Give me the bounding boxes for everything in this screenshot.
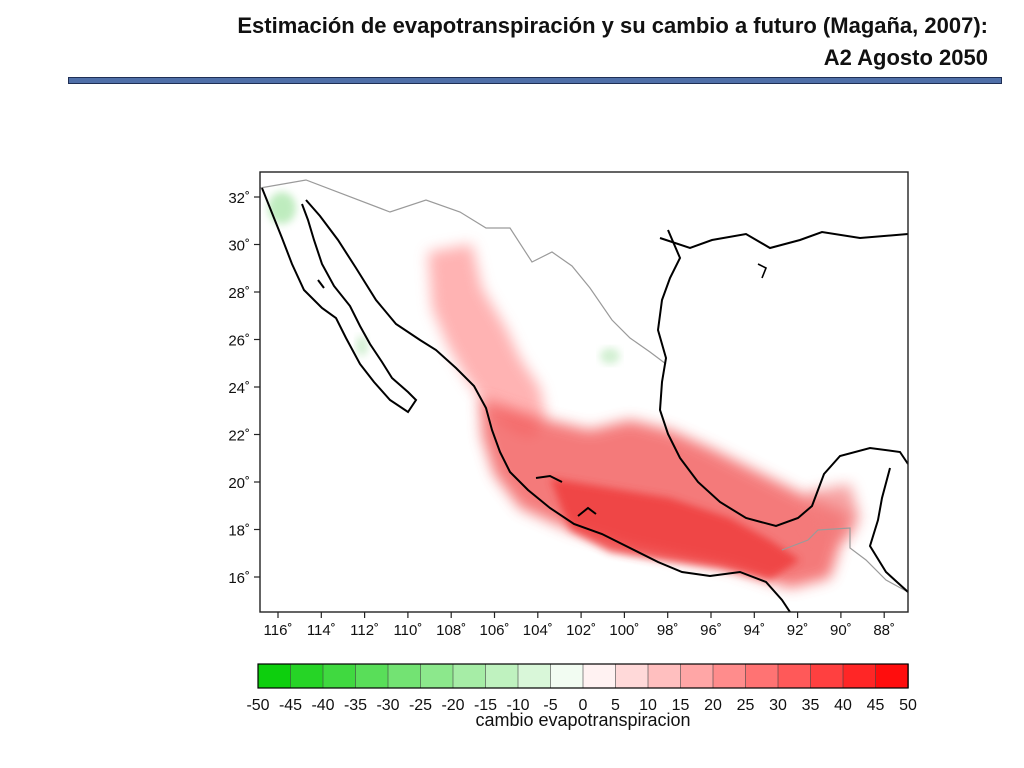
lon-tick-label: 108˚	[436, 622, 466, 639]
colorbar-tick-label: 50	[899, 697, 917, 714]
colorbar-tick-label: 5	[611, 697, 620, 714]
lat-tick-label: 16˚	[228, 570, 250, 587]
change-patch-green-baja	[356, 336, 368, 356]
colorbar-cell	[712, 663, 747, 689]
colorbar-tick-label: 35	[802, 697, 820, 714]
title-line-2: A2 Agosto 2050	[823, 45, 988, 70]
colorbar-cell	[550, 663, 584, 689]
lake-patzcuaro	[577, 506, 597, 517]
lake-chapala	[535, 474, 563, 483]
lon-tick-label: 88˚	[873, 622, 895, 639]
coast-texas-bay	[757, 263, 768, 279]
colorbar: -50 -45 -40 -35 -30 -25 -20 -15 -10 -5 0 5 10 15 20 25 3…	[246, 663, 917, 730]
lon-tick-label: 104˚	[523, 622, 553, 639]
colorbar-tick-label: 40	[834, 697, 852, 714]
colorbar-cell	[875, 663, 909, 689]
pacific-coast	[305, 199, 791, 612]
lon-tick-label: 92˚	[787, 622, 809, 639]
change-patch-south	[550, 478, 800, 580]
lat-tick-label: 24˚	[228, 380, 250, 397]
colorbar-cell	[517, 663, 552, 689]
colorbar-tick-label: 30	[769, 697, 787, 714]
slide-title: Estimación de evapotranspiración y su ca…	[237, 10, 988, 74]
colorbar-cell	[582, 663, 617, 689]
us-border-line	[260, 179, 667, 365]
yucatan-east-coast	[868, 467, 908, 593]
change-patch-pacific	[428, 244, 546, 438]
colorbar-tick-label: -25	[409, 697, 432, 714]
colorbar-tick-label: -5	[543, 697, 557, 714]
lat-tick-label: 32˚	[228, 190, 250, 207]
colorbar-tick-label: -30	[376, 697, 399, 714]
lon-tick-label: 116˚	[264, 622, 293, 639]
colorbar-cell	[745, 663, 779, 689]
lon-tick-label: 112˚	[350, 622, 379, 639]
colorbar-tick-label: 0	[579, 697, 588, 714]
colorbar-cell	[387, 663, 422, 689]
colorbar-cell	[257, 663, 292, 689]
lat-tick-label: 20˚	[228, 475, 250, 492]
colorbar-tick-label: 15	[672, 697, 690, 714]
colorbar-cell	[777, 663, 812, 689]
colorbar-cell	[810, 663, 844, 689]
colorbar-cell	[680, 663, 714, 689]
colorbar-frame	[257, 663, 909, 689]
florida-coast	[659, 230, 908, 250]
colorbar-tick-label: -35	[344, 697, 367, 714]
colorbar-tick-label: -20	[441, 697, 464, 714]
colorbar-cell	[647, 663, 682, 689]
coastlines	[260, 179, 908, 612]
lat-tick-label: 22˚	[228, 428, 250, 445]
colorbar-ticks: -50 -45 -40 -35 -30 -25 -20 -15 -10 -5 0 5 10 15 20 25 3…	[246, 697, 917, 714]
colorbar-tick-label: 20	[704, 697, 722, 714]
lon-tick-label: 96˚	[700, 622, 722, 639]
colorbar-tick-label: -45	[279, 697, 302, 714]
colorbar-cell	[452, 663, 487, 689]
lon-tick-label: 94˚	[743, 622, 765, 639]
lat-tick-label: 30˚	[228, 238, 250, 255]
lon-tick-label: 106˚	[479, 622, 509, 639]
lat-tick-label: 18˚	[228, 523, 250, 540]
colorbar-tick-label: -40	[311, 697, 334, 714]
baja-coast	[261, 187, 418, 414]
colorbar-tick-label: -50	[246, 697, 269, 714]
lon-tick-label: 90˚	[830, 622, 852, 639]
colorbar-cell	[615, 663, 649, 689]
lon-tick-label: 114˚	[307, 622, 336, 639]
lat-tick-label: 28˚	[228, 285, 250, 302]
colorbar-tick-label: -15	[474, 697, 497, 714]
colorbar-cell	[322, 663, 357, 689]
colorbar-cell	[290, 663, 324, 689]
change-patch-green-nw	[268, 192, 296, 224]
colorbar-cell	[420, 663, 454, 689]
guatemala-border-line	[781, 527, 908, 593]
colorbar-tick-label: 10	[639, 697, 657, 714]
gulf-coast	[656, 229, 908, 528]
colorbar-cell	[355, 663, 389, 689]
longitude-axis: 116˚ 114˚ 112˚ 110˚ 108˚ 106˚ 104˚ 102˚ 100˚ 98˚ 9…	[264, 612, 895, 639]
latitude-axis: 32˚ 30˚ 28˚ 26˚ 24˚ 22˚ 20˚ 18˚ 16˚	[228, 190, 260, 587]
lon-tick-label: 98˚	[657, 622, 679, 639]
change-patch-yucatan	[806, 484, 860, 540]
title-line-1: Estimación de evapotranspiración y su ca…	[237, 13, 988, 38]
title-divider	[68, 77, 1002, 84]
lon-tick-label: 102˚	[566, 622, 596, 639]
change-patch-green-center	[600, 348, 620, 364]
map-frame	[259, 171, 909, 613]
colorbar-tick-label: 25	[737, 697, 755, 714]
change-field	[268, 192, 860, 588]
lon-tick-label: 110˚	[393, 622, 422, 639]
island-tiburon	[317, 279, 325, 289]
colorbar-label: cambio evapotranspiracion	[475, 710, 690, 730]
colorbar-cells	[257, 663, 909, 689]
lat-tick-label: 26˚	[228, 333, 250, 350]
evapotranspiration-map: 32˚ 30˚ 28˚ 26˚ 24˚ 22˚ 20˚ 18˚ 16˚ 116˚ 114˚ 112˚…	[228, 171, 909, 639]
colorbar-tick-label: -10	[506, 697, 529, 714]
lon-tick-label: 100˚	[609, 622, 639, 639]
colorbar-tick-label: 45	[867, 697, 885, 714]
colorbar-cell	[842, 663, 877, 689]
colorbar-cell	[485, 663, 519, 689]
